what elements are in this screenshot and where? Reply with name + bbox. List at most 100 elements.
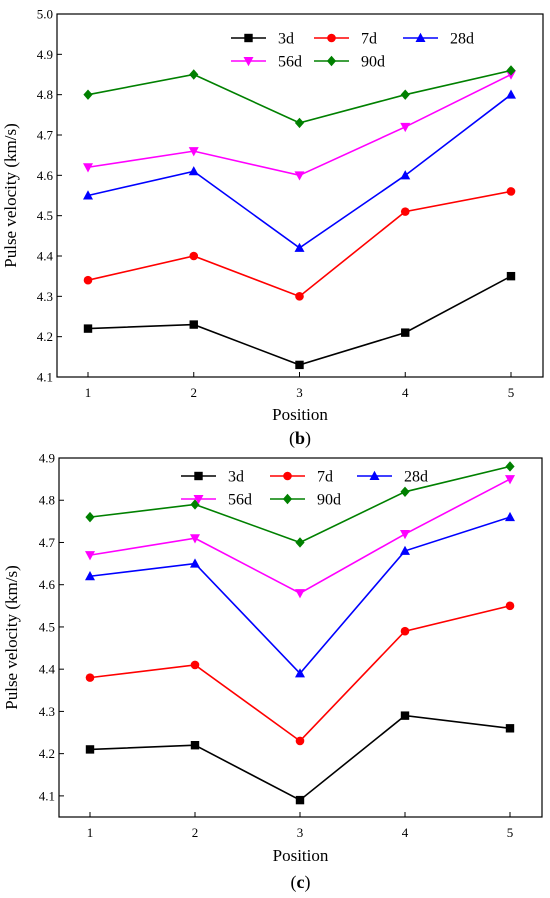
- data-point-7d: [400, 626, 410, 636]
- data-point-7d: [189, 251, 199, 261]
- data-point-56d: [188, 147, 199, 157]
- legend-item-7d: 7d: [270, 469, 333, 486]
- data-point-56d: [505, 475, 515, 485]
- series-line-28d: [87, 94, 512, 249]
- panel-label: (b): [289, 428, 311, 449]
- legend-marker: [326, 55, 337, 67]
- data-point-3d: [189, 320, 198, 329]
- data-point-7d: [83, 275, 93, 285]
- x-tick-label: 1: [85, 385, 92, 400]
- y-tick-label: 4.2: [37, 329, 53, 344]
- data-point-3d: [295, 360, 304, 370]
- data-point-28d: [400, 170, 411, 180]
- series-line-3d: [87, 275, 512, 366]
- y-tick-label: 4.3: [37, 289, 53, 304]
- data-point-90d: [295, 537, 305, 548]
- data-point-56d: [400, 122, 411, 133]
- y-tick-label: 4.3: [39, 704, 55, 719]
- series-56d: [85, 475, 515, 599]
- legend-item-7d: 7d: [314, 31, 377, 48]
- data-point-90d: [505, 461, 515, 472]
- series-3d: [85, 711, 515, 805]
- data-point-28d: [85, 571, 95, 581]
- data-point-7d: [295, 736, 305, 746]
- data-point-28d: [188, 166, 199, 176]
- legend-marker: [193, 495, 204, 505]
- y-axis: 4.1 4.2 4.3 4.4 4.5 4.6 4.7 4.8 4.9: [39, 451, 64, 803]
- series-line-56d: [89, 478, 511, 595]
- legend-label: 56d: [278, 54, 302, 71]
- data-point-7d: [400, 207, 410, 216]
- data-point-90d: [85, 511, 95, 523]
- data-point-7d: [190, 660, 200, 670]
- y-tick-label: 4.6: [39, 577, 56, 592]
- data-point-90d: [400, 486, 410, 497]
- x-tick-label: 1: [87, 825, 94, 840]
- series-7d: [83, 187, 516, 301]
- data-point-90d: [294, 117, 305, 129]
- y-tick-label: 4.7: [37, 128, 54, 143]
- y-tick-label: 4.5: [37, 208, 53, 223]
- data-point-3d: [85, 745, 95, 754]
- data-point-7d: [295, 292, 304, 301]
- legend: 3d 7d 28d 56d 90d: [231, 31, 474, 71]
- y-tick-label: 4.6: [37, 168, 54, 183]
- series-line-90d: [87, 69, 512, 124]
- y-tick-label: 4.4: [37, 249, 54, 264]
- legend-marker: [244, 33, 253, 43]
- data-point-7d: [506, 187, 516, 196]
- legend-label: 28d: [404, 469, 428, 486]
- data-point-7d: [85, 673, 95, 682]
- legend-item-28d: 28d: [403, 31, 474, 48]
- x-tick-label: 2: [191, 385, 198, 400]
- legend-label: 90d: [361, 54, 385, 71]
- x-tick-label: 2: [192, 825, 199, 840]
- legend: 3d 7d 28d 56d 90d: [181, 469, 428, 509]
- data-point-3d: [83, 324, 93, 333]
- legend-label: 28d: [450, 31, 474, 48]
- y-axis-title: Pulse velocity (km/s): [2, 565, 21, 709]
- series-7d: [85, 601, 515, 746]
- data-point-56d: [190, 534, 200, 544]
- data-point-7d: [505, 601, 515, 611]
- legend-marker: [415, 32, 426, 42]
- legend-item-28d: 28d: [357, 469, 428, 486]
- y-tick-label: 4.2: [39, 746, 55, 761]
- y-axis-title: Pulse velocity (km/s): [1, 123, 20, 267]
- data-point-90d: [400, 89, 410, 100]
- legend-marker: [369, 470, 380, 480]
- x-axis-title: Position: [273, 846, 329, 865]
- data-point-3d: [400, 711, 410, 720]
- data-point-3d: [401, 328, 410, 337]
- data-point-28d: [506, 89, 516, 99]
- legend-label: 3d: [228, 469, 244, 486]
- data-point-3d: [190, 741, 200, 750]
- legend-item-56d: 56d: [231, 54, 302, 71]
- legend-marker: [327, 33, 336, 43]
- x-axis-title: Position: [272, 405, 328, 424]
- legend-item-90d: 90d: [314, 54, 385, 71]
- data-point-56d: [295, 589, 305, 599]
- data-point-3d: [505, 724, 515, 733]
- legend-label: 7d: [361, 31, 377, 48]
- y-tick-label: 5.0: [37, 7, 53, 22]
- data-point-28d: [295, 668, 305, 678]
- y-tick-label: 4.9: [39, 451, 55, 466]
- x-tick-label: 4: [402, 825, 409, 840]
- data-point-28d: [400, 545, 410, 555]
- legend-item-90d: 90d: [270, 492, 341, 509]
- legend-marker: [282, 493, 293, 505]
- y-tick-label: 4.8: [39, 493, 55, 508]
- data-point-56d: [400, 530, 410, 540]
- data-point-90d: [189, 69, 199, 80]
- x-axis: 1 2 3 4 5: [87, 812, 514, 840]
- y-tick-label: 4.8: [37, 87, 53, 102]
- legend-item-3d: 3d: [231, 31, 294, 48]
- legend-item-3d: 3d: [181, 469, 244, 486]
- data-point-56d: [83, 163, 93, 173]
- x-tick-label: 5: [507, 825, 514, 840]
- y-tick-label: 4.4: [39, 662, 56, 677]
- y-tick-label: 4.5: [39, 619, 55, 634]
- y-axis: 4.1 4.2 4.3 4.4 4.5 4.6 4.7 4.8 4.9 5.0: [37, 7, 62, 385]
